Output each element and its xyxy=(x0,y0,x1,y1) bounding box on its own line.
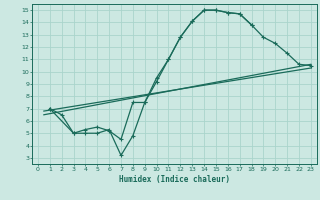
X-axis label: Humidex (Indice chaleur): Humidex (Indice chaleur) xyxy=(119,175,230,184)
